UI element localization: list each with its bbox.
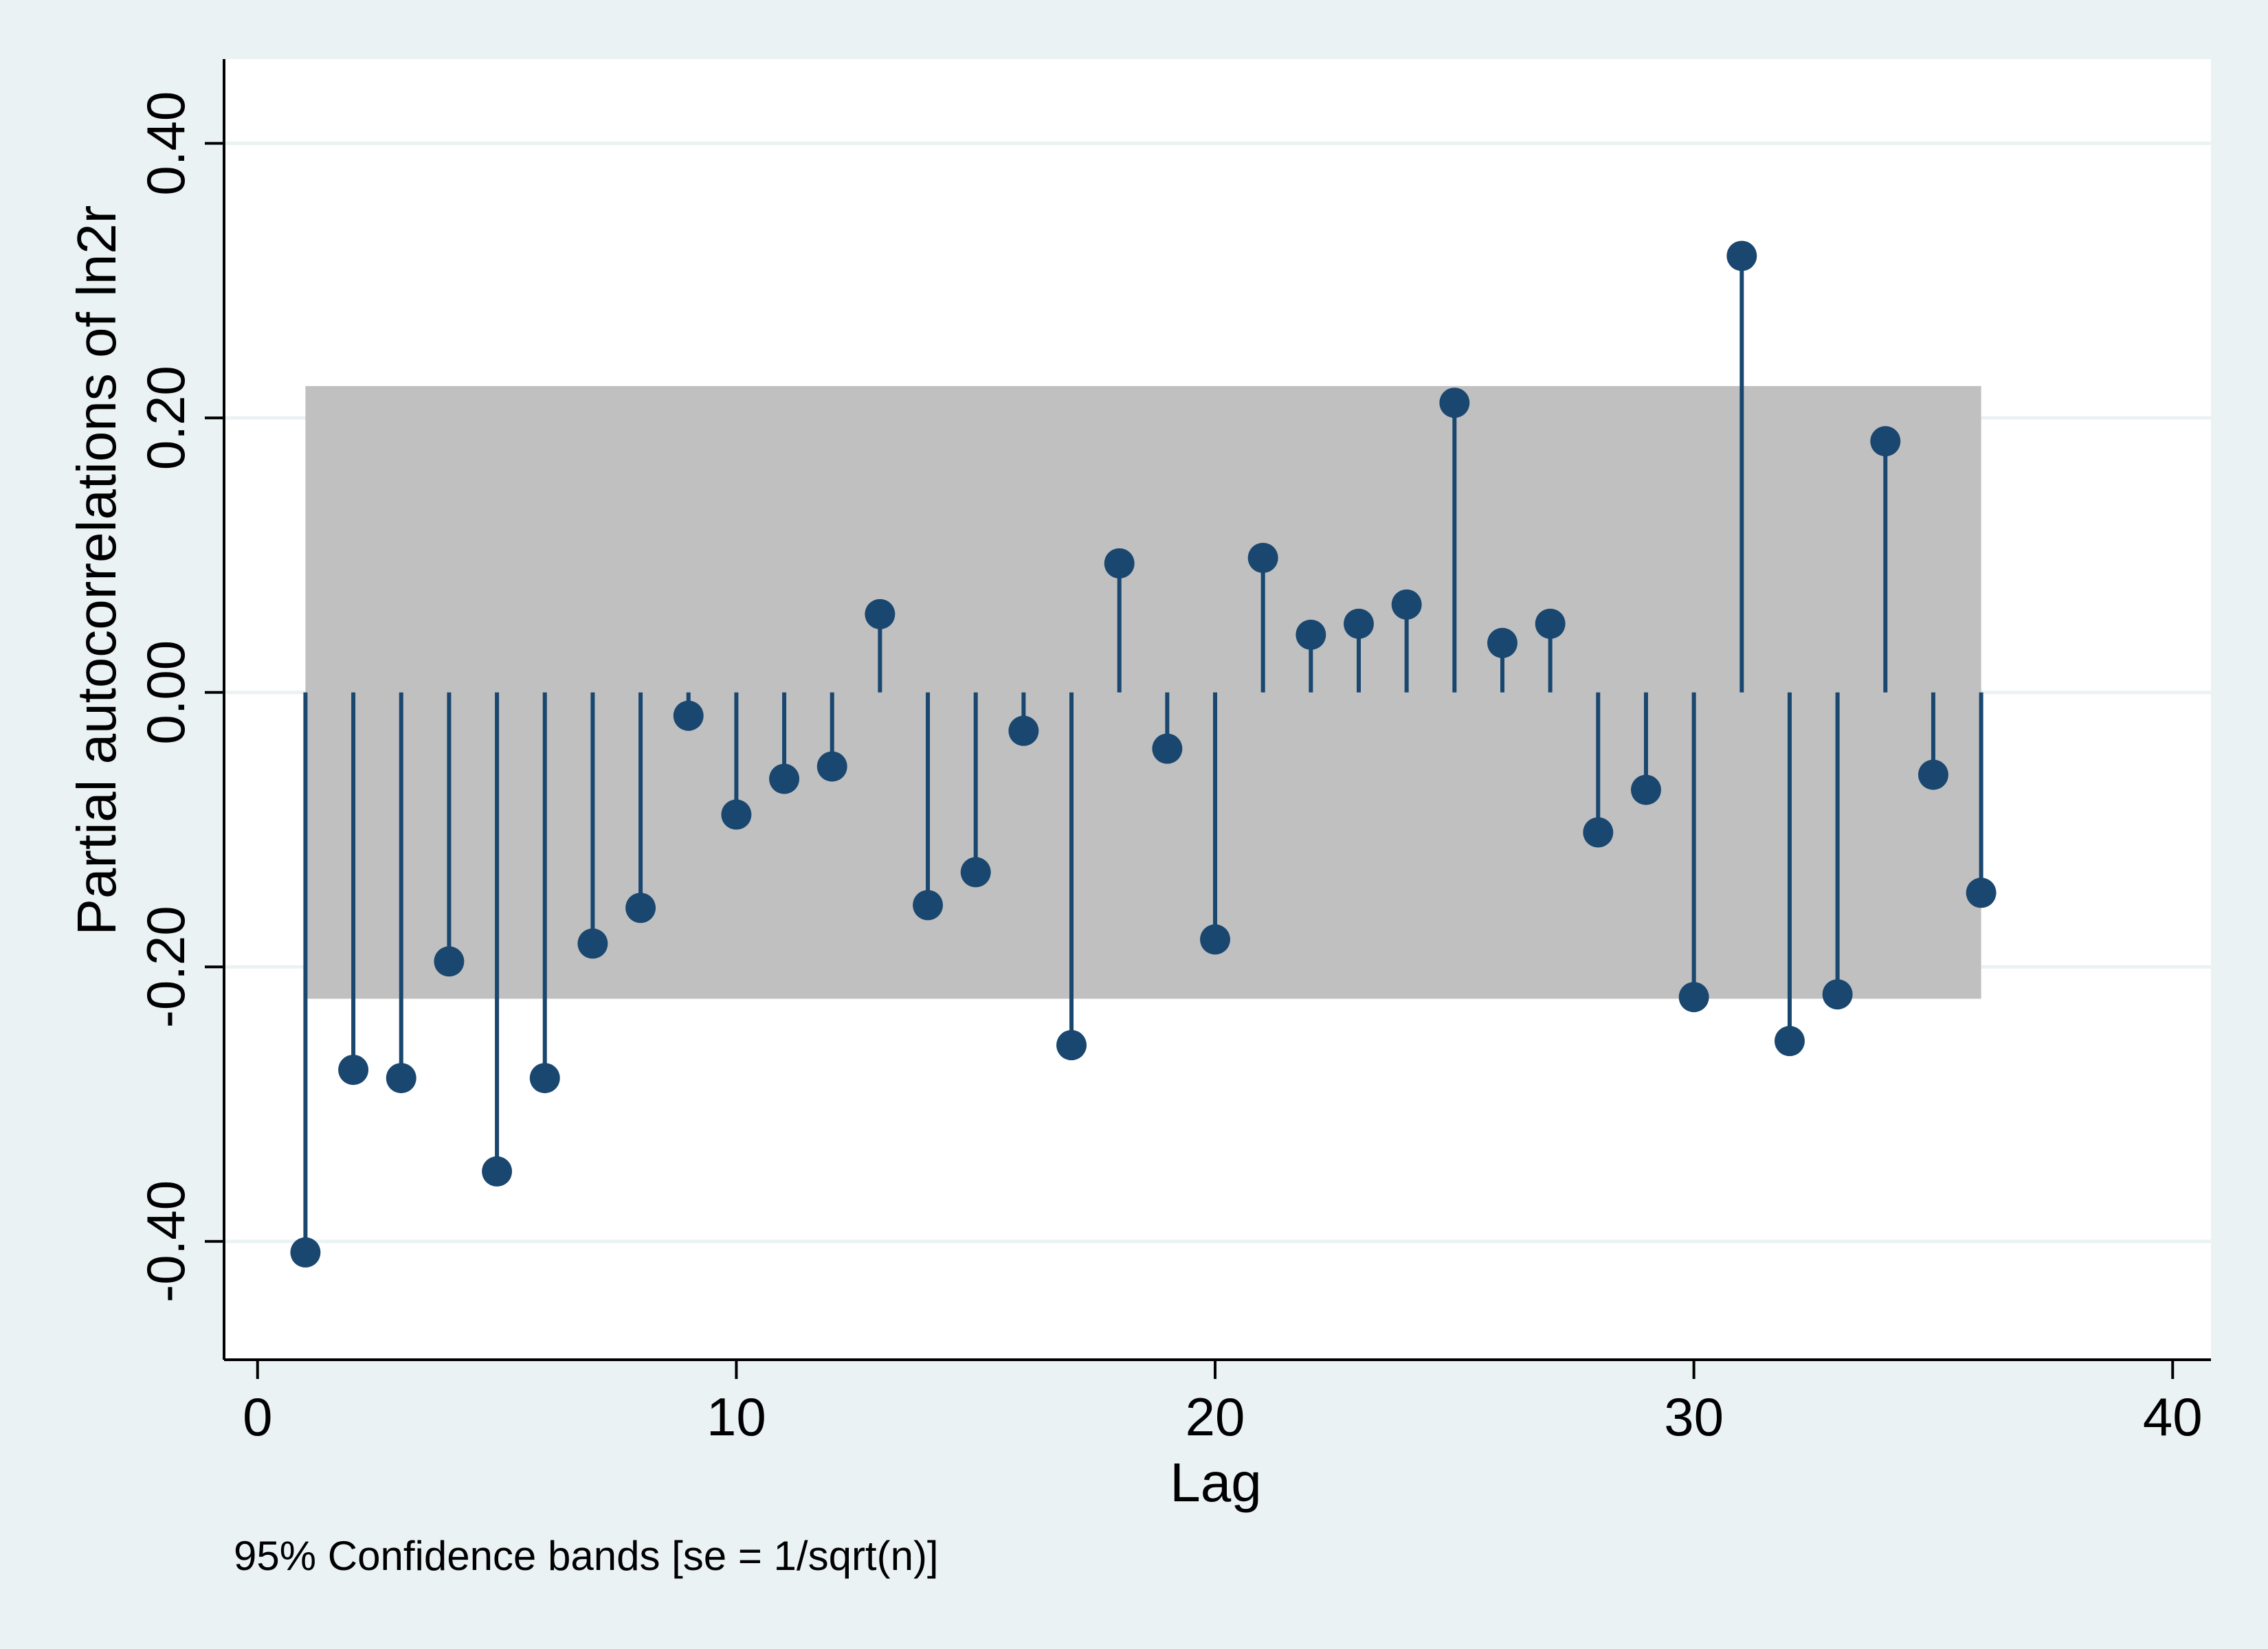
data-point bbox=[1535, 608, 1566, 639]
data-point bbox=[1152, 733, 1183, 764]
y-tick-label: 0.20 bbox=[135, 366, 196, 470]
markers bbox=[290, 240, 1997, 1268]
data-point bbox=[1247, 542, 1278, 573]
data-point bbox=[865, 598, 896, 629]
y-axis-title: Partial autocorrelations of ln2r bbox=[66, 205, 127, 936]
data-point bbox=[1296, 619, 1326, 650]
stems bbox=[303, 256, 1983, 1253]
x-tick-label: 30 bbox=[1664, 1387, 1724, 1447]
data-point bbox=[1870, 426, 1901, 457]
data-point bbox=[290, 1237, 321, 1268]
x-axis-ticks: 0 10 20 30 40 bbox=[243, 1360, 2203, 1447]
y-tick-label: 0.00 bbox=[135, 640, 196, 745]
data-point bbox=[1966, 877, 1997, 908]
data-point bbox=[769, 763, 800, 794]
data-point bbox=[1104, 548, 1135, 579]
data-point bbox=[1439, 388, 1470, 418]
y-tick-label: 0.40 bbox=[135, 91, 196, 196]
x-axis-title: Lag bbox=[1170, 1452, 1261, 1513]
data-point bbox=[1678, 982, 1709, 1013]
data-point bbox=[1774, 1026, 1805, 1057]
data-point bbox=[673, 700, 704, 731]
data-point bbox=[1822, 979, 1853, 1010]
data-point bbox=[913, 890, 944, 921]
data-point bbox=[386, 1063, 416, 1094]
data-point bbox=[1200, 924, 1231, 955]
data-point bbox=[1391, 589, 1422, 620]
x-tick-label: 40 bbox=[2143, 1387, 2203, 1447]
data-point bbox=[721, 799, 752, 830]
data-point bbox=[338, 1055, 369, 1086]
data-point bbox=[1487, 627, 1517, 658]
data-point bbox=[434, 946, 465, 977]
x-tick-label: 20 bbox=[1186, 1387, 1245, 1447]
confidence-band bbox=[305, 385, 1981, 999]
data-point bbox=[816, 751, 847, 782]
data-point bbox=[577, 928, 608, 959]
data-point bbox=[482, 1156, 513, 1187]
data-point bbox=[1056, 1030, 1087, 1061]
data-point bbox=[1917, 759, 1948, 790]
data-point bbox=[960, 857, 991, 888]
data-point bbox=[1630, 774, 1661, 805]
y-tick-label: -0.20 bbox=[135, 906, 196, 1028]
data-point bbox=[1583, 817, 1614, 848]
y-tick-label: -0.40 bbox=[135, 1180, 196, 1303]
data-point bbox=[625, 893, 656, 923]
data-point bbox=[529, 1063, 560, 1094]
data-point bbox=[1344, 608, 1375, 639]
data-point bbox=[1726, 240, 1757, 271]
x-tick-label: 0 bbox=[243, 1387, 272, 1447]
data-point bbox=[1008, 715, 1039, 746]
confidence-note: 95% Confidence bands [se = 1/sqrt(n)] bbox=[234, 1533, 939, 1579]
y-axis-ticks: -0.40 -0.20 0.00 0.20 0.40 bbox=[135, 91, 224, 1303]
x-tick-label: 10 bbox=[707, 1387, 766, 1447]
